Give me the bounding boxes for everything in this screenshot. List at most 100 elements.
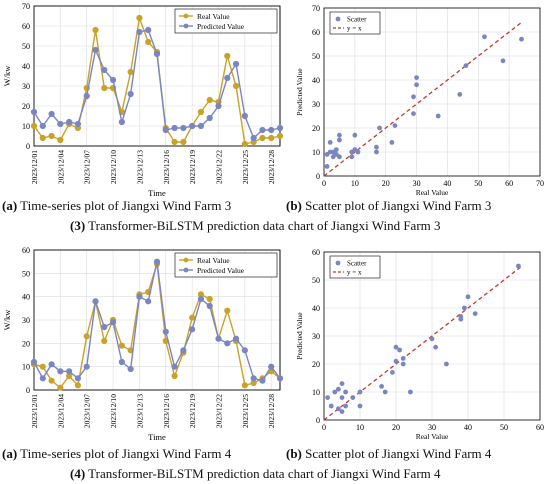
x-tick-label: 40	[464, 423, 472, 432]
y-tick-label: 40	[22, 293, 30, 302]
predicted-value-point	[241, 112, 248, 120]
predicted-value-point	[189, 326, 196, 333]
y-tick-label: 10	[22, 122, 30, 131]
y-tick-label: 0	[316, 416, 320, 425]
x-tick-label: 0	[322, 423, 326, 432]
predicted-value-point	[39, 122, 46, 130]
x-tick-label: 2023/12/25	[241, 394, 250, 428]
scatter-point	[411, 111, 416, 116]
real-value-point	[180, 138, 187, 146]
legend-box	[174, 8, 278, 34]
y-tick-label: 70	[22, 2, 30, 11]
predicted-value-point	[232, 335, 240, 342]
x-tick-label: 40	[443, 179, 451, 188]
scatter-point	[325, 395, 330, 400]
scatter-point	[392, 123, 398, 128]
y-axis-label: W/kw	[2, 65, 12, 87]
legend-real-marker	[183, 13, 189, 19]
legend-box	[329, 255, 381, 279]
legend-scatter-marker	[335, 16, 341, 22]
legend-yx-label: y = x	[347, 25, 362, 33]
predicted-value-point	[232, 60, 240, 68]
predicted-value-point	[206, 302, 213, 310]
real-value-point	[83, 333, 90, 340]
real-value-point	[30, 122, 38, 130]
y-tick-label: 30	[312, 100, 320, 109]
predicted-value-point	[83, 363, 90, 370]
x-tick-label: 2023/12/22	[215, 150, 224, 184]
y-axis-label: Predicted Value	[295, 312, 304, 360]
scatter-point	[339, 395, 345, 400]
real-value-point	[206, 96, 213, 104]
y-tick-label: 70	[312, 4, 320, 13]
real-value-point	[136, 14, 143, 22]
scatter-point	[389, 140, 395, 145]
predicted-value-point	[136, 28, 143, 36]
x-tick-label: 2023/12/16	[162, 394, 171, 428]
scatter-point	[393, 344, 399, 350]
predicted-value-point	[109, 319, 117, 326]
x-tick-label: 30	[413, 179, 421, 188]
y-tick-label: 20	[312, 124, 320, 133]
scatter-point	[339, 381, 345, 386]
x-tick-label: 2023/12/19	[188, 150, 197, 184]
scatter-point	[462, 305, 467, 311]
scatter-point	[414, 82, 419, 88]
real-value-point	[171, 138, 178, 146]
scatter-point	[382, 389, 388, 395]
scatter-point	[336, 406, 341, 412]
legend-scatter-label: Scatter	[347, 260, 367, 268]
scatter-point	[349, 154, 355, 160]
y-tick-label: 0	[316, 172, 320, 181]
figure-caption-4: (4) Transformer-BiLSTM prediction data c…	[70, 466, 441, 481]
predicted-value-point	[276, 124, 284, 132]
predicted-value-point	[276, 375, 284, 382]
scatter-point	[400, 356, 406, 361]
x-tick-label: 2023/12/19	[188, 394, 197, 428]
predicted-value-point	[66, 368, 73, 375]
scatter-point	[357, 389, 363, 395]
real-value-point	[48, 377, 55, 384]
y-tick-label: 0	[26, 142, 30, 151]
y-tick-label: 40	[312, 76, 320, 85]
scatter-point	[333, 147, 339, 153]
scatter-point	[463, 63, 469, 68]
scatter-point	[337, 154, 342, 160]
real-value-point	[232, 82, 240, 90]
predicted-value-point	[48, 361, 55, 368]
scatter-point	[374, 149, 379, 155]
scatter-point	[357, 403, 363, 409]
x-tick-label: 2023/12/28	[267, 394, 276, 428]
x-tick-label: 2023/12/01	[30, 150, 39, 184]
scatter-point	[352, 132, 358, 138]
x-tick-label: 2023/12/25	[241, 150, 250, 184]
x-axis-label: Time	[148, 188, 166, 198]
y-tick-label: 30	[312, 332, 320, 341]
plot-frame	[33, 249, 281, 391]
plot-frame	[323, 7, 541, 177]
real-value-point	[241, 382, 248, 389]
scatter-point	[343, 389, 348, 395]
y-tick-label: 60	[22, 22, 30, 31]
x-tick-label: 20	[382, 179, 390, 188]
real-value-point	[57, 384, 64, 391]
predicted-value-point	[118, 118, 125, 126]
legend-box	[329, 11, 381, 35]
predicted-value-point	[189, 122, 196, 130]
legend-scatter-marker	[335, 260, 341, 266]
predicted-value-point	[224, 74, 231, 82]
scatter-point	[408, 389, 413, 395]
x-tick-label: 60	[536, 423, 544, 432]
timeseries-chart-wf3: 0 10 20 30 40 50 60 70 2023/12/01 2023/12/04 2023/…	[2, 2, 284, 198]
timeseries-chart-wf4: 0 10 20 30 40 50 60 2023/12/01 2023/12/04 2023/12…	[2, 246, 284, 442]
y-tick-label: 10	[312, 148, 320, 157]
scatter-point	[400, 361, 406, 367]
x-tick-label: 2023/12/13	[135, 150, 144, 184]
scatter-point	[390, 370, 395, 375]
y-tick-label: 50	[22, 269, 30, 278]
predicted-value-point	[153, 258, 161, 265]
x-axis-label: Time	[148, 432, 166, 442]
predicted-value-point	[250, 375, 257, 382]
